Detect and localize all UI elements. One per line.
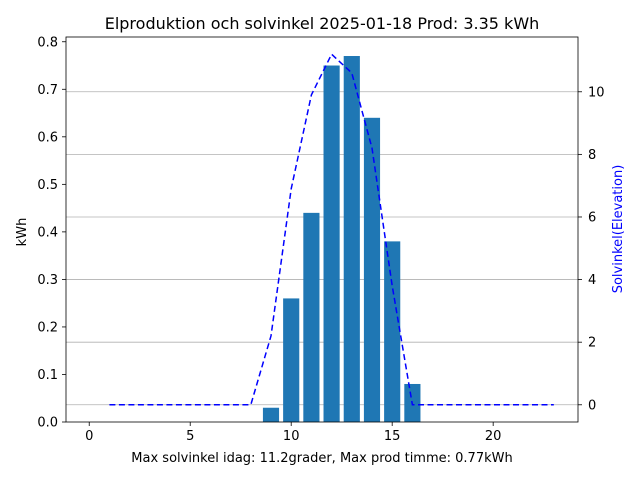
y-tick-label: 0.5 bbox=[37, 178, 58, 193]
x-tick-label: 15 bbox=[384, 429, 401, 444]
line-layer bbox=[109, 52, 554, 406]
bar bbox=[303, 212, 320, 422]
bar bbox=[363, 117, 381, 423]
y2-axis-label: Solvinkel(Elevation) bbox=[611, 165, 626, 294]
y-tick-label: 0.4 bbox=[37, 225, 58, 240]
ticks-layer: 0 5 10 15 20 0.0 0.1 0.2 0.3 0.4 0.5 0.6 0.7 0.8 0 2 4 6 8… bbox=[37, 35, 604, 444]
y-tick-label: 0.1 bbox=[37, 368, 58, 383]
plot-frame bbox=[65, 36, 579, 423]
y2-tick-label: 10 bbox=[588, 85, 605, 100]
x-axis-label: Max solvinkel idag: 11.2grader, Max prod… bbox=[131, 451, 512, 466]
y2-tick-label: 8 bbox=[588, 148, 596, 163]
y2-tick-label: 0 bbox=[588, 398, 596, 413]
x-tick-label: 0 bbox=[85, 429, 93, 444]
y-tick-label: 0.0 bbox=[37, 416, 58, 431]
x-tick-label: 5 bbox=[186, 429, 194, 444]
y-axis-label: kWh bbox=[15, 218, 30, 247]
x-tick-label: 10 bbox=[283, 429, 300, 444]
bar bbox=[323, 65, 340, 422]
y2-tick-label: 2 bbox=[588, 336, 596, 351]
y-tick-label: 0.3 bbox=[37, 273, 58, 288]
y-tick-label: 0.7 bbox=[37, 83, 58, 98]
y2-tick-label: 6 bbox=[588, 210, 596, 225]
y-tick-label: 0.2 bbox=[37, 320, 58, 335]
chart-title: Elproduktion och solvinkel 2025-01-18 Pr… bbox=[105, 14, 540, 33]
axes-layer bbox=[65, 36, 579, 423]
y-tick-label: 0.6 bbox=[37, 130, 58, 145]
y-tick-label: 0.8 bbox=[37, 35, 58, 50]
bar bbox=[384, 241, 401, 422]
elevation-line bbox=[109, 52, 554, 406]
grid-layer bbox=[66, 91, 578, 406]
y2-tick-label: 4 bbox=[588, 273, 596, 288]
bars-layer bbox=[262, 56, 421, 423]
bar bbox=[343, 56, 360, 423]
x-tick-label: 20 bbox=[485, 429, 502, 444]
bar bbox=[283, 298, 300, 422]
bar bbox=[262, 407, 280, 422]
